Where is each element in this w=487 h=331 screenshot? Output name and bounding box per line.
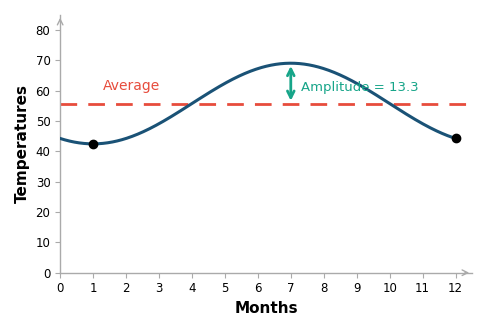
Y-axis label: Temperatures: Temperatures xyxy=(15,84,30,203)
Text: Amplitude = 13.3: Amplitude = 13.3 xyxy=(300,81,418,94)
Text: Average: Average xyxy=(103,79,160,93)
X-axis label: Months: Months xyxy=(234,301,298,316)
